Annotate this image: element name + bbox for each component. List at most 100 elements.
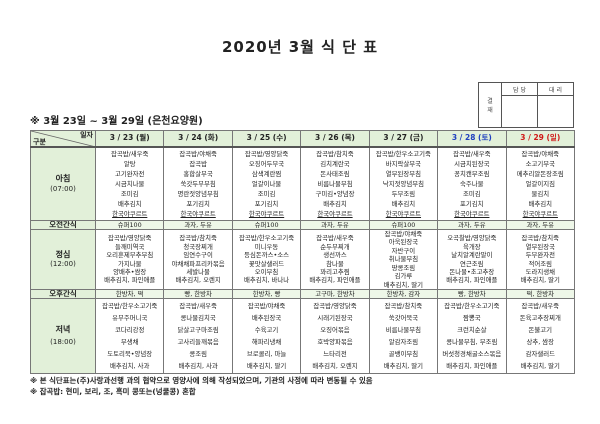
menu-cell: 잡곡밥/새우죽 알탕 고기완자전 시금치나물 조미김 배추김치 한국야쿠르트 bbox=[94, 146, 165, 221]
menu-item: 가지나물 bbox=[117, 259, 142, 268]
menu-item: 돈불고기 bbox=[528, 326, 553, 334]
menu-item: 등심돈까스•소스 bbox=[244, 251, 290, 260]
menu-item: 쑥갓어묵국 bbox=[388, 314, 419, 322]
menu-cell: 슈퍼100 bbox=[94, 220, 165, 230]
menu-cell: 과자, 두유 bbox=[437, 220, 507, 230]
menu-item: 잡곡밥/참치죽 bbox=[384, 302, 423, 310]
approval-col-manager: 담 당 bbox=[501, 82, 538, 96]
morning-snack-label: 오전간식 bbox=[30, 220, 96, 230]
menu-item: 쑥갓두부무침 bbox=[180, 180, 216, 188]
menu-item: 배추김치, 딸기 bbox=[246, 362, 287, 370]
menu-item: 배추김치, 딸기 bbox=[520, 276, 560, 285]
menu-cell: 떡, 한방차 bbox=[505, 289, 576, 299]
menu-item: 한국야쿠르트 bbox=[248, 210, 285, 218]
menu-item: 잡곡밥/새우죽 bbox=[521, 302, 559, 310]
approval-sign-manager bbox=[501, 95, 538, 128]
menu-item: 돈나물•초고추장 bbox=[449, 267, 495, 276]
menu-item: 잡곡밥/한우소고기죽 bbox=[102, 302, 158, 310]
menu-cell: 잡곡밥/영양닭죽 들깨미역국 오리훈제부추무침 가지나물 양배추•쌈장 배추김치, 파인애… bbox=[94, 229, 165, 290]
menu-cell: 잡곡밥/한우소고기죽 짬뽕국 크런치순살 콩나물무침, 무조림 버섯청경채굴소스볶음 배추… bbox=[437, 298, 507, 374]
menu-cell: 빵, 한방차 bbox=[163, 289, 233, 299]
menu-cell: 고구마, 한방차 bbox=[300, 289, 370, 299]
menu-item: 잡곡밥/야채죽 bbox=[384, 230, 423, 239]
menu-item: 열무된장무침 bbox=[385, 170, 422, 178]
menu-item: 비름나물무침 bbox=[385, 326, 422, 334]
menu-item: 해파리냉채 bbox=[251, 338, 282, 346]
menu-item: 육개장 bbox=[463, 242, 481, 251]
menu-item: 연근조림 bbox=[460, 259, 484, 268]
menu-item: 꽁치캔무조림 bbox=[454, 170, 490, 178]
menu-item: 고기완자전 bbox=[115, 170, 145, 178]
menu-item: 물김치 bbox=[531, 190, 550, 198]
menu-item: 배추김치 bbox=[117, 200, 142, 208]
dinner-row: 저녁 (18:00) 잡곡밥/한우소고기죽 유부주머니국 코다리강정 무생채 도토리묵•양념… bbox=[30, 298, 576, 374]
menu-cell: 잡곡밥/한우소고기죽 바지락살무국 열무된장무침 낙지젓양념무침 두부조림 배추김치 한국야… bbox=[368, 146, 439, 221]
menu-item: 숙주나물 bbox=[460, 180, 484, 188]
menu-item: 골뱅이무침 bbox=[388, 350, 419, 358]
menu-item: 고사리들깨볶음 bbox=[177, 338, 219, 346]
menu-item: 배추김치, 파인애플 bbox=[446, 276, 498, 285]
menu-item: 배추김치, 사과 bbox=[178, 362, 218, 370]
menu-item: 비름나물무침 bbox=[317, 180, 353, 188]
menu-item: 알탕 bbox=[123, 160, 136, 168]
menu-item: 배추김치, 오렌지 bbox=[312, 362, 358, 370]
menu-item: 김치계란국 bbox=[320, 160, 350, 168]
menu-item: 잡곡밥/영양닭죽 bbox=[108, 234, 152, 243]
menu-item: 시금치된장국 bbox=[454, 160, 490, 168]
corner-cell: 일자 구분 bbox=[30, 130, 96, 148]
diagonal-line bbox=[31, 131, 90, 146]
day-header: 3 / 23 (월) bbox=[94, 130, 165, 148]
menu-item: 두부완자전 bbox=[525, 251, 555, 260]
menu-item: 한국야쿠르트 bbox=[317, 210, 353, 218]
menu-item: 포기김치 bbox=[186, 200, 210, 208]
menu-item: 짬뽕국 bbox=[463, 314, 481, 322]
menu-item: 도토리묵•양념장 bbox=[107, 350, 153, 358]
corner-date-label: 일자 bbox=[80, 131, 93, 139]
menu-item: 배추김치, 딸기 bbox=[383, 362, 424, 370]
menu-item: 들깨미역국 bbox=[115, 242, 145, 251]
menu-cell: 슈퍼100 bbox=[368, 220, 439, 230]
menu-item: 배추김치 bbox=[391, 200, 416, 208]
menu-item: 날치알계란말이 bbox=[451, 251, 493, 260]
meal-plan-table: 일자 구분 3 / 23 (월) 3 / 24 (화) 3 / 25 (수) 3 / 26… bbox=[30, 130, 576, 374]
morning-snack-row: 오전간식 슈퍼100 과자, 두유 슈퍼100 과자, 두유 슈퍼100 과자, 두유 과자,… bbox=[30, 220, 576, 230]
menu-item: 조미김 bbox=[257, 190, 276, 198]
menu-cell: 한방차, 빵 bbox=[231, 289, 302, 299]
menu-item: 배추김치, 사과 bbox=[110, 362, 150, 370]
menu-item: 유부주머니국 bbox=[112, 314, 148, 322]
menu-item: 한국야쿠르트 bbox=[180, 210, 216, 218]
note-2: ※ 잡곡밥: 현미, 보리, 조, 흑미 콩또는(넝쿨콩) 혼합 bbox=[30, 387, 196, 396]
menu-item: 미니우동 bbox=[254, 242, 279, 251]
menu-item: 세발나물 bbox=[186, 267, 210, 276]
menu-item: 배추김치, 파인애플 bbox=[446, 362, 498, 370]
menu-item: 잡곡밥/새우죽 bbox=[110, 150, 149, 158]
menu-item: 메추리알돈장조림 bbox=[516, 170, 564, 178]
menu-cell: 잡곡밥/참치죽 청국장찌개 임연수구이 야채채파프리카볶음 세발나물 배추김치, 오렌지 bbox=[163, 229, 233, 290]
menu-item: 조미김 bbox=[120, 190, 139, 198]
menu-cell: 잡곡밥/새우죽 순두부찌개 생선까스 참나물 꽈리고추찜 배추김치, 파인애플 bbox=[300, 229, 370, 290]
menu-item: 김가루 bbox=[394, 272, 413, 281]
meal-name: 아침 bbox=[55, 174, 71, 183]
menu-item: 잡곡밥/영양닭죽 bbox=[244, 150, 289, 158]
menu-item: 잡곡밥/참치죽 bbox=[316, 150, 354, 158]
menu-item: 잡곡밥/새우죽 bbox=[179, 302, 217, 310]
menu-cell: 한방차, 감자 bbox=[368, 289, 439, 299]
menu-item: 얼갈이지짐 bbox=[525, 180, 555, 188]
header-row: 일자 구분 3 / 23 (월) 3 / 24 (화) 3 / 25 (수) 3 / 26… bbox=[30, 130, 576, 148]
menu-item: 배추김치, 바나나 bbox=[243, 276, 290, 285]
menu-item: 취나물무침 bbox=[388, 255, 419, 264]
menu-item: 배추된장국 bbox=[251, 314, 282, 322]
menu-cell: 잡곡밥/한우소고기죽 미니우동 등심돈까스•소스 꽃맛살샐러드 오이무침 배추김치, 바나… bbox=[231, 229, 302, 290]
page-title: 2020년 3월 식 단 표 bbox=[221, 38, 379, 56]
menu-item: 배추김치, 오렌지 bbox=[175, 276, 221, 285]
day-header: 3 / 27 (금) bbox=[368, 130, 439, 148]
menu-item: 오리훈제부추무침 bbox=[106, 251, 154, 260]
menu-item: 수육고기 bbox=[254, 326, 279, 334]
meal-name: 저녁 bbox=[55, 325, 71, 334]
menu-item: 잡곡밥/새우죽 bbox=[453, 150, 491, 158]
menu-item: 두부조림 bbox=[391, 190, 416, 198]
menu-item: 한국야쿠르트 bbox=[454, 210, 490, 218]
menu-item: 배추김치 bbox=[323, 200, 347, 208]
